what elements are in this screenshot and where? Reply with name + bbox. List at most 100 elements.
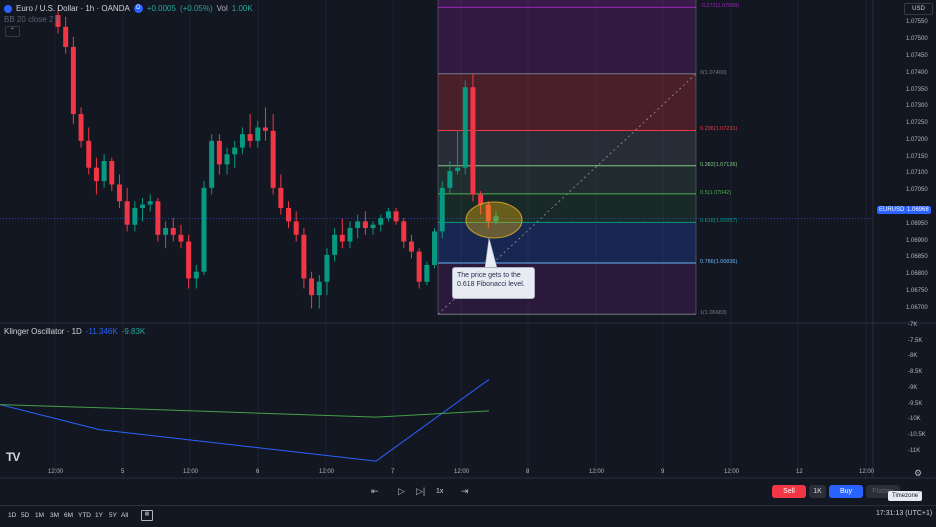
candle-body <box>109 161 115 185</box>
timeframe-button-3m[interactable]: 3M <box>50 512 60 519</box>
candle-body <box>170 228 176 235</box>
price-axis-label: 1.07200 <box>906 136 928 143</box>
time-axis-label: 12:00 <box>183 469 199 475</box>
candle-body <box>63 26 69 47</box>
fib-zone <box>438 222 696 263</box>
fib-zone <box>438 0 696 8</box>
annotation-callout[interactable]: The price gets to the 0.618 Fibonacci le… <box>452 267 535 299</box>
timeframe-button-1m[interactable]: 1M <box>35 512 45 519</box>
volume-label: Vol <box>216 4 228 13</box>
fib-level-label: -0.272(1.07598) <box>700 3 740 10</box>
time-axis-label: 12:00 <box>48 469 64 475</box>
oscillator-axis-label: -7.5K <box>908 337 923 344</box>
highlight-ellipse <box>465 201 523 239</box>
jump-end-icon[interactable]: ⇥ <box>461 486 469 496</box>
bollinger-label[interactable]: BB 20 close 2 0 <box>4 15 61 24</box>
candle-body <box>378 218 384 225</box>
oscillator-axis-label: -8K <box>908 353 918 360</box>
price-axis-label: 1.07350 <box>906 86 928 93</box>
candle-body <box>270 130 276 188</box>
fib-level-label: 0(1.07400) <box>700 69 727 76</box>
candle-body <box>493 216 499 222</box>
candle-body <box>439 187 445 232</box>
candle-body <box>370 224 376 229</box>
candle-body <box>78 114 84 141</box>
price-axis-label: 1.06750 <box>906 287 928 294</box>
quantity-field[interactable]: 1K <box>809 485 826 498</box>
candle-body <box>393 211 399 222</box>
currency-selector[interactable]: USD <box>904 3 933 15</box>
step-forward-icon[interactable]: ▷| <box>416 486 426 496</box>
timeframe-button-1y[interactable]: 1Y <box>95 512 103 519</box>
price-axis-label: 1.07550 <box>906 19 928 26</box>
timeframe-button-5y[interactable]: 5Y <box>109 512 117 519</box>
timeframe-button-all[interactable]: All <box>121 512 129 519</box>
candle-body <box>485 204 491 222</box>
timeframe-button-5d[interactable]: 5D <box>21 512 30 519</box>
playback-speed[interactable]: 1x <box>436 488 444 495</box>
candle-body <box>140 204 146 208</box>
candle-body <box>147 201 153 205</box>
price-axis-label: 1.06700 <box>906 304 928 311</box>
collapse-legend-button[interactable]: ⌃ <box>5 26 20 37</box>
candle-body <box>347 228 353 242</box>
candle-body <box>432 231 438 265</box>
current-price-tag: 1.06968 <box>905 206 931 214</box>
axis-settings-icon[interactable]: ⚙ <box>914 468 923 478</box>
oscillator-axis-label: -10.5K <box>908 432 926 438</box>
candle-body <box>447 171 453 188</box>
candle-body <box>93 167 99 182</box>
klinger-line <box>0 379 490 462</box>
candle-body <box>209 140 215 188</box>
time-axis-label: 6 <box>256 469 260 475</box>
expand-panel-icon[interactable]: ⌄ <box>916 486 923 495</box>
fib-level-label: 0.382(1.07126) <box>700 161 738 168</box>
jump-start-icon[interactable]: ⇤ <box>371 486 379 496</box>
fib-level-label: 0.618(1.06957) <box>700 218 738 225</box>
time-axis-label: 12:00 <box>589 469 605 475</box>
timeframe-button-ytd[interactable]: YTD <box>78 512 91 519</box>
sell-button[interactable]: Sell <box>772 485 806 498</box>
candle-body <box>478 194 484 205</box>
candle-body <box>339 234 345 242</box>
fib-level-label: 1(1.06683) <box>700 310 727 317</box>
price-axis-label: 1.07050 <box>906 187 928 194</box>
candle-body <box>293 221 299 235</box>
candle-body <box>470 87 476 195</box>
price-axis-label: 1.06850 <box>906 254 928 261</box>
candle-body <box>216 140 222 165</box>
fib-zone <box>438 130 696 166</box>
candle-body <box>193 271 199 279</box>
time-axis-label: 12:00 <box>319 469 335 475</box>
candle-body <box>286 207 292 222</box>
play-icon[interactable]: ▷ <box>398 486 405 496</box>
candle-body <box>186 241 192 279</box>
buy-button[interactable]: Buy <box>829 485 863 498</box>
candle-body <box>255 127 261 141</box>
candle-body <box>355 221 361 229</box>
timeframe-button-6m[interactable]: 6M <box>64 512 74 519</box>
candle-body <box>278 187 284 208</box>
candle-body <box>247 134 253 141</box>
fib-zone <box>438 73 696 131</box>
candle-body <box>55 15 61 27</box>
timeframe-button-1d[interactable]: 1D <box>8 512 17 519</box>
candle-body <box>178 234 184 242</box>
price-axis-label: 1.07100 <box>906 170 928 177</box>
candle-body <box>416 251 422 282</box>
tradingview-logo[interactable]: TV <box>6 450 20 464</box>
price-axis-label: 1.06800 <box>906 271 928 278</box>
time-axis-label: 9 <box>661 469 665 475</box>
price-axis-label: 1.07500 <box>906 36 928 43</box>
price-axis-label: 1.06900 <box>906 237 928 244</box>
oscillator-name[interactable]: Klinger Oscillator · 1D <box>4 327 82 336</box>
price-axis-label: 1.07150 <box>906 153 928 160</box>
symbol-title[interactable]: Euro / U.S. Dollar · 1h · OANDA <box>16 4 130 13</box>
time-axis-label: 5 <box>121 469 125 475</box>
date-range-icon[interactable]: ▦ <box>141 510 153 521</box>
candle-body <box>362 221 368 229</box>
data-window-icon[interactable]: D <box>133 4 143 13</box>
clock-display[interactable]: 17:31:13 (UTC+1) <box>876 510 933 517</box>
candle-body <box>116 184 122 202</box>
